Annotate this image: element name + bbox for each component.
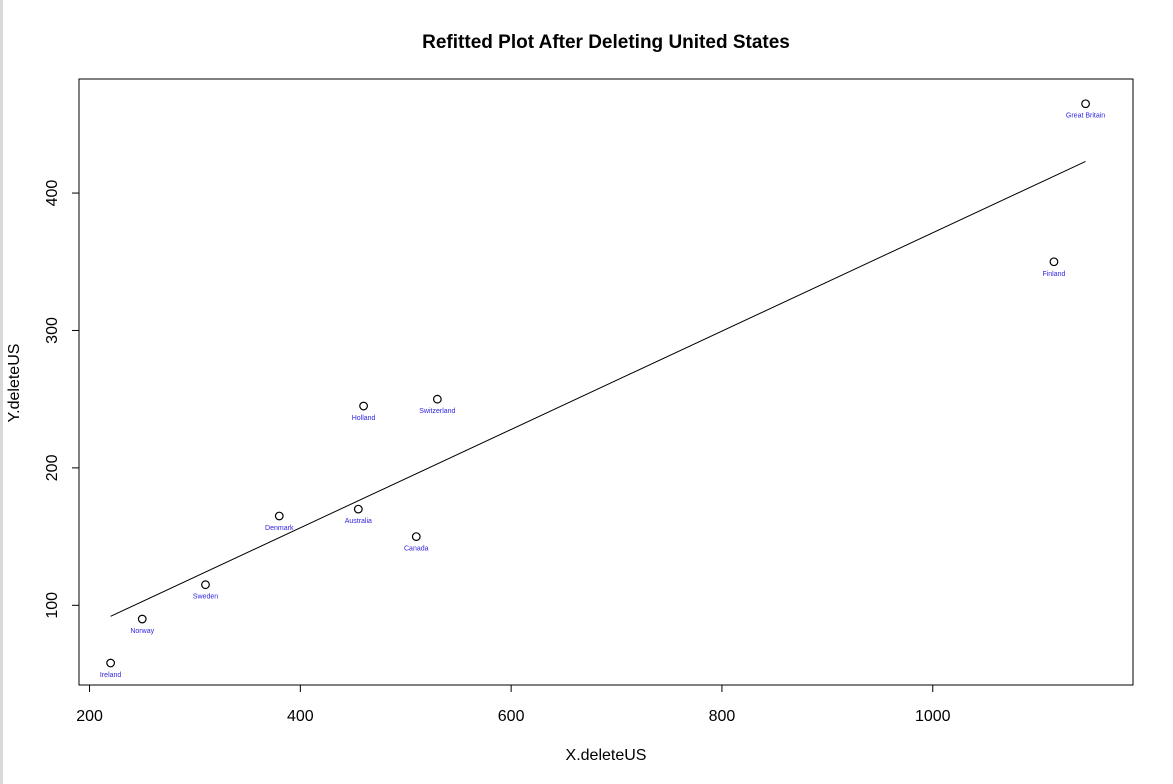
chart-title: Refitted Plot After Deleting United Stat… xyxy=(422,32,790,53)
x-tick-label: 600 xyxy=(498,708,525,725)
point-label: Great Britain xyxy=(1066,113,1105,120)
point-label: Denmark xyxy=(265,525,294,532)
y-axis: 100 200 300 400 xyxy=(44,180,80,619)
point-label: Finland xyxy=(1042,271,1065,278)
y-axis-label: Y.deleteUS xyxy=(6,344,23,423)
data-point xyxy=(359,401,368,411)
data-point xyxy=(274,511,284,521)
data-point xyxy=(1081,99,1090,109)
point-label: Switzerland xyxy=(419,408,455,415)
x-tick-label: 1000 xyxy=(915,708,951,725)
data-point xyxy=(137,614,147,624)
x-axis: 200 400 600 800 1000 xyxy=(76,684,951,725)
data-point xyxy=(432,394,442,404)
regression-line xyxy=(110,160,1086,617)
point-label: Norway xyxy=(130,628,154,635)
plot-frame xyxy=(78,78,1134,686)
window-left-edge xyxy=(0,0,3,784)
point-label: Sweden xyxy=(193,594,218,601)
y-tick-label: 400 xyxy=(44,180,61,207)
data-point xyxy=(353,504,363,514)
x-tick-label: 800 xyxy=(709,708,736,725)
data-point xyxy=(1049,257,1059,267)
point-label: Ireland xyxy=(100,672,122,679)
y-tick-label: 100 xyxy=(44,592,61,619)
point-label: Australia xyxy=(345,518,372,525)
x-tick-label: 400 xyxy=(287,708,314,725)
data-point xyxy=(201,580,210,590)
x-axis-label: X.deleteUS xyxy=(566,747,647,764)
data-point xyxy=(106,658,116,668)
point-label: Holland xyxy=(352,415,376,422)
data-point xyxy=(411,532,421,541)
point-label: Canada xyxy=(404,546,429,553)
y-tick-label: 300 xyxy=(44,317,61,344)
data-points: Ireland Norway Sweden Denmark Australia Holla… xyxy=(100,99,1105,679)
x-tick-label: 200 xyxy=(76,708,103,725)
y-tick-label: 200 xyxy=(44,454,61,481)
